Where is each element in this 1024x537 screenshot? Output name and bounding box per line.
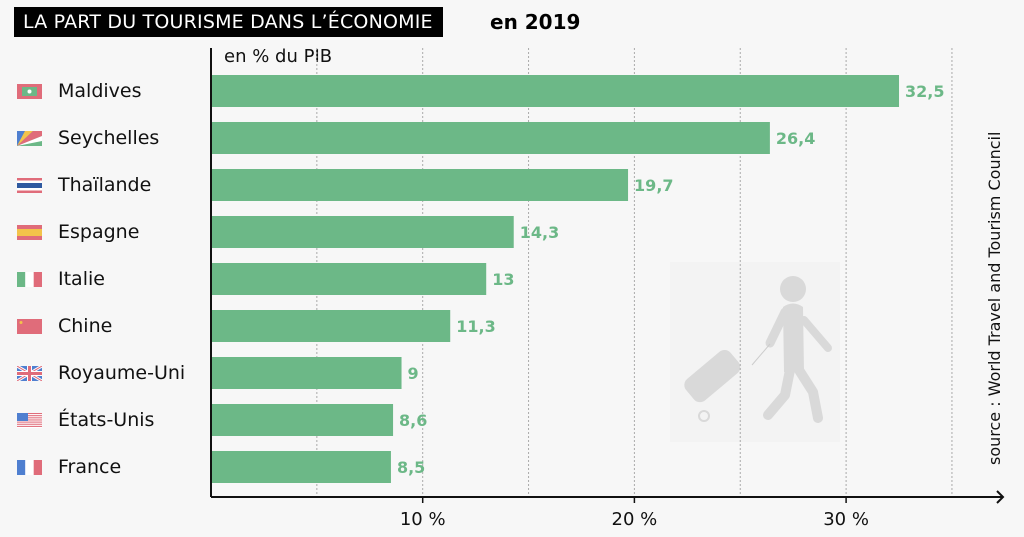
value-label: 11,3 — [456, 317, 495, 336]
category-label: Royaume-Uni — [58, 362, 186, 384]
bar — [211, 169, 629, 201]
value-label: 8,5 — [397, 458, 425, 477]
category-label: Chine — [58, 315, 113, 337]
x-tick-label: 30 % — [823, 509, 869, 530]
value-label: 14,3 — [520, 223, 559, 242]
bar — [211, 216, 514, 248]
category-label: Espagne — [58, 221, 140, 243]
seychelles-flag-icon — [17, 131, 42, 146]
usa-flag-icon — [17, 413, 42, 428]
thailand-flag-icon — [17, 178, 42, 193]
category-label: Italie — [58, 268, 105, 290]
bar — [211, 310, 451, 342]
value-label: 32,5 — [905, 82, 944, 101]
china-flag-icon — [17, 319, 42, 334]
x-tick-label: 20 % — [611, 509, 658, 530]
category-label: Maldives — [58, 80, 142, 102]
category-label: France — [58, 456, 122, 478]
value-label: 13 — [492, 270, 514, 289]
france-flag-icon — [17, 460, 42, 475]
maldives-flag-icon — [17, 84, 42, 99]
category-label: États-Unis — [58, 409, 155, 431]
category-label: Thaïlande — [58, 174, 152, 196]
bar — [211, 75, 900, 107]
chart-title: LA PART DU TOURISME DANS L’ÉCONOMIE — [14, 7, 443, 37]
value-label: 8,6 — [399, 411, 427, 430]
value-label: 26,4 — [776, 129, 815, 148]
category-label: Seychelles — [58, 127, 160, 149]
bar — [211, 451, 391, 483]
bar — [211, 122, 770, 154]
spain-flag-icon — [17, 225, 42, 240]
traveler-with-suitcase-icon — [670, 262, 840, 442]
uk-flag-icon — [16, 364, 43, 383]
x-axis-arrow-icon — [996, 490, 1005, 504]
italy-flag-icon — [17, 272, 42, 287]
value-label: 19,7 — [634, 176, 673, 195]
value-label: 9 — [408, 364, 419, 383]
bar — [211, 357, 402, 389]
bar — [211, 263, 487, 295]
unit-label: en % du PIB — [224, 46, 333, 67]
bar — [211, 404, 394, 436]
chart-title-year: en 2019 — [490, 10, 581, 34]
x-tick-label: 10 % — [399, 509, 446, 530]
